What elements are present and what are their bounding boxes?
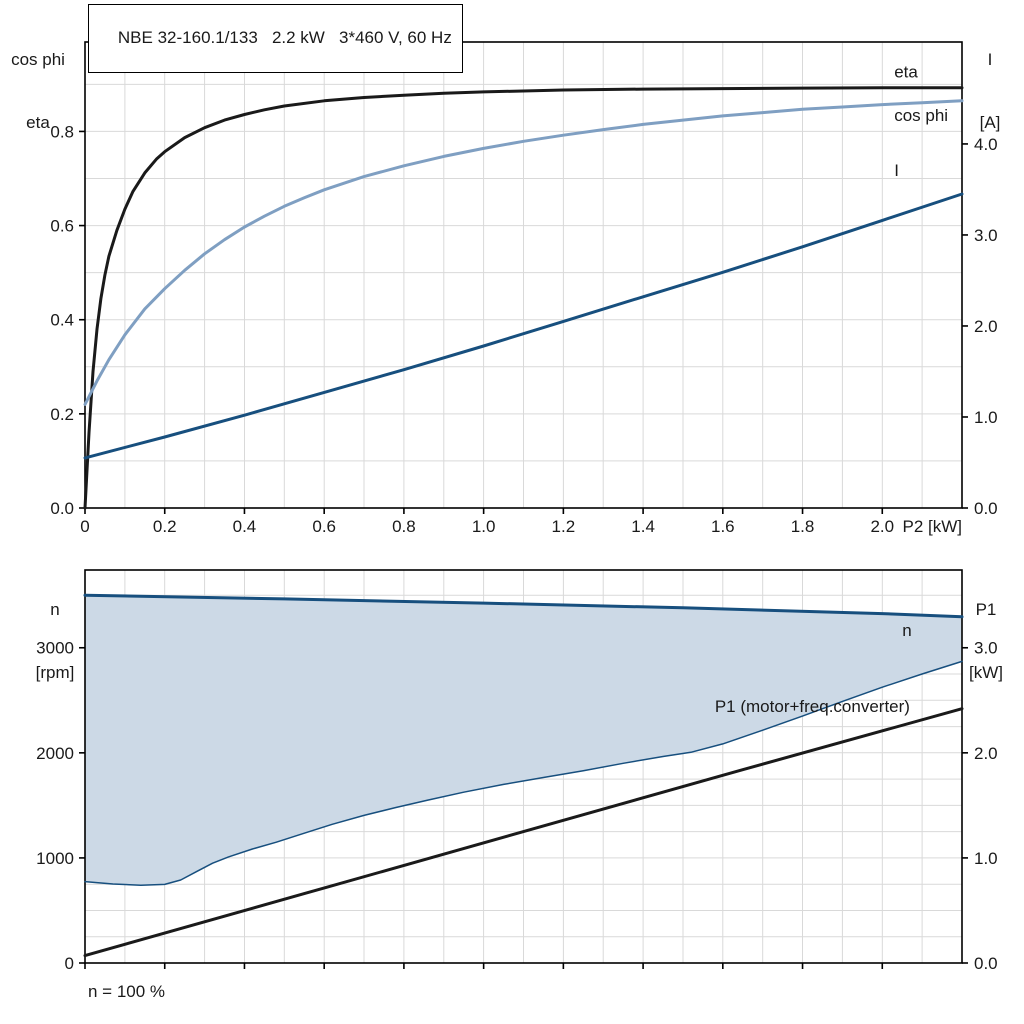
y-left-tick-label: 0.2 — [50, 405, 74, 424]
top-left-axis-title: cos phi eta — [5, 6, 71, 176]
y-left-tick-label: 0 — [65, 954, 74, 973]
y-left-tick-label: 0.8 — [50, 122, 74, 141]
bottom-right-axis-title-line2: [kW] — [969, 663, 1003, 683]
bottom-left-axis-title-line1: n — [50, 599, 60, 619]
y-left-tick-label: 1000 — [36, 849, 74, 868]
y-right-tick-label: 0.0 — [974, 499, 998, 518]
p2-vs-eta-cosphi-current-chart: 0 0.2 0.4 0.6 0.8 1.0 1.2 1.4 1.6 1.8 2.0 0.0 0.2 0.4… — [50, 41, 998, 536]
curve-label-p1-motor-freq-converter: P1 (motor+freq.converter) — [715, 697, 910, 716]
x-axis-label: P2 [kW] — [902, 517, 962, 536]
series-n — [83, 593, 964, 619]
y-left-tick-label: 0.0 — [50, 499, 74, 518]
x-tick-label: 2.0 — [870, 517, 894, 536]
curve-label-n: n — [902, 621, 911, 640]
bottom-right-axis-title-line1: P1 — [975, 599, 997, 619]
y-left-tick-label: 0.4 — [50, 311, 74, 330]
bottom-left-axis-title: n [rpm] — [27, 556, 83, 726]
top-right-axis-title-line1: I — [987, 49, 993, 69]
speed-range-band — [85, 595, 962, 886]
series-i — [83, 192, 964, 460]
axis-ticks — [79, 130, 968, 514]
plot-frame — [84, 41, 963, 509]
series-eta — [83, 86, 964, 510]
series-cos-phi — [83, 99, 964, 406]
series-speed-range-lower-limit — [84, 660, 963, 886]
x-tick-label: 1.8 — [791, 517, 815, 536]
y-left-tick-label: 3000 — [36, 639, 74, 658]
x-tick-label: 0.8 — [392, 517, 416, 536]
x-tick-label: 1.0 — [472, 517, 496, 536]
bottom-left-axis-title-line2: [rpm] — [35, 663, 75, 683]
y-right-tick-label: 3.0 — [974, 226, 998, 245]
curve-label-eta: eta — [894, 62, 918, 81]
top-left-axis-title-line1: cos phi — [11, 49, 65, 69]
plot-frame — [84, 569, 963, 964]
curve-label-i: I — [894, 161, 899, 180]
y-left-tick-label: 0.6 — [50, 217, 74, 236]
y-right-tick-label: 2.0 — [974, 317, 998, 336]
y-right-tick-label: 3.0 — [974, 639, 998, 658]
x-tick-label: 0.4 — [233, 517, 257, 536]
x-tick-label: 1.4 — [631, 517, 655, 536]
curve-label-cos-phi: cos phi — [894, 106, 948, 125]
x-tick-label: 0.2 — [153, 517, 177, 536]
top-left-axis-title-line2: eta — [26, 113, 50, 133]
y-right-tick-label: 0.0 — [974, 954, 998, 973]
top-right-axis-title: I [A] — [968, 6, 1012, 176]
y-right-tick-label: 4.0 — [974, 135, 998, 154]
bottom-right-axis-title: P1 [kW] — [962, 556, 1010, 726]
p2-vs-speed-p1-chart: 0 1000 2000 3000 0.0 1.0 2.0 3.0 n P1 (motor+freq… — [36, 569, 998, 973]
x-tick-label: 1.6 — [711, 517, 735, 536]
series-p1-motor-freq-converter — [83, 707, 964, 958]
y-right-tick-label: 2.0 — [974, 744, 998, 763]
chart-title: NBE 32-160.1/133 2.2 kW 3*460 V, 60 Hz — [117, 28, 452, 47]
x-tick-label: 0 — [80, 517, 89, 536]
y-right-tick-label: 1.0 — [974, 849, 998, 868]
speed-note: n = 100 % — [88, 982, 166, 1001]
grid-lines — [85, 42, 962, 508]
y-right-tick-label: 1.0 — [974, 408, 998, 427]
axis-ticks — [79, 646, 968, 969]
chart-title-box: NBE 32-160.1/133 2.2 kW 3*460 V, 60 Hz — [88, 4, 463, 73]
x-tick-label: 0.6 — [312, 517, 336, 536]
top-right-axis-title-line2: [A] — [979, 113, 1001, 133]
y-left-tick-label: 2000 — [36, 744, 74, 763]
x-tick-label: 1.2 — [552, 517, 576, 536]
